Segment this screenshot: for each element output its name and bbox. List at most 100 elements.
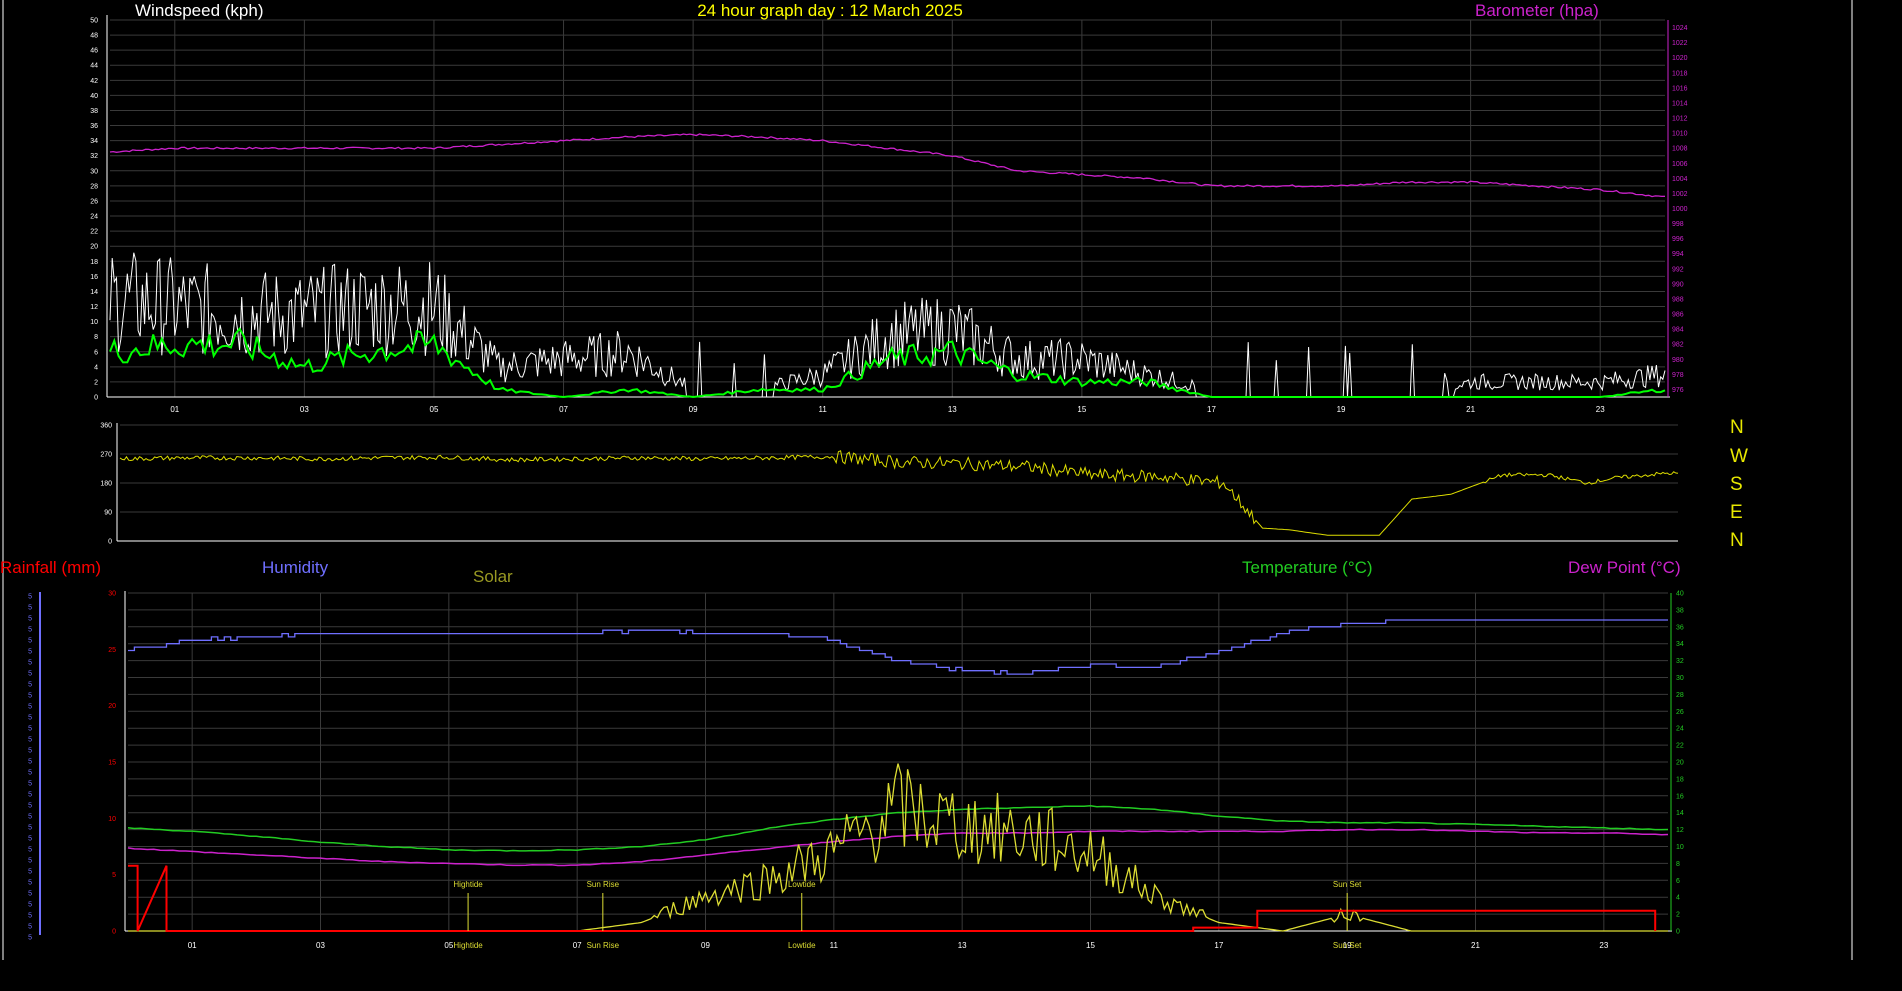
barometer-tick-label: 980 [1672, 357, 1684, 364]
hour-label: 13 [958, 941, 967, 950]
temperature-tick-label: 20 [1676, 760, 1684, 767]
wind-tick-label: 48 [90, 33, 98, 40]
direction-tick-label: 270 [100, 452, 112, 459]
humidity-tick-label: 5 [28, 638, 32, 645]
solar-title: Solar [473, 567, 513, 586]
hour-label: 03 [300, 405, 309, 414]
temperature-tick-label: 18 [1676, 776, 1684, 783]
humidity-tick-label: 5 [28, 627, 32, 634]
temperature-tick-label: 16 [1676, 793, 1684, 800]
wind-tick-label: 24 [90, 214, 98, 221]
temperature-tick-label: 12 [1676, 827, 1684, 834]
barometer-tick-label: 1024 [1672, 25, 1688, 32]
humidity-tick-label: 5 [28, 748, 32, 755]
humidity-tick-label: 5 [28, 649, 32, 656]
event-axis-label: Sun Set [1333, 941, 1362, 950]
humidity-tick-label: 5 [28, 869, 32, 876]
barometer-tick-label: 986 [1672, 312, 1684, 319]
wind-tick-label: 8 [94, 334, 98, 341]
wind-tick-label: 14 [90, 289, 98, 296]
hour-label: 01 [170, 405, 179, 414]
hour-label: 23 [1596, 405, 1605, 414]
barometer-tick-label: 1008 [1672, 146, 1688, 153]
compass-label-s: S [1730, 474, 1743, 495]
humidity-tick-label: 5 [28, 781, 32, 788]
event-axis-label: Hightide [453, 941, 483, 950]
compass-label-n-bottom: N [1730, 530, 1744, 551]
humidity-tick-label: 5 [28, 594, 32, 601]
barometer-tick-label: 1006 [1672, 161, 1688, 168]
windspeed-title: Windspeed (kph) [135, 1, 264, 20]
barometer-tick-label: 1012 [1672, 116, 1688, 123]
humidity-tick-label: 5 [28, 880, 32, 887]
barometer-tick-label: 990 [1672, 281, 1684, 288]
barometer-tick-label: 998 [1672, 221, 1684, 228]
humidity-tick-label: 5 [28, 671, 32, 678]
rainfall-series-line [128, 864, 1657, 932]
hour-label: 17 [1207, 405, 1216, 414]
barometer-tick-label: 1004 [1672, 176, 1688, 183]
humidity-tick-label: 5 [28, 770, 32, 777]
humidity-tick-label: 5 [28, 924, 32, 931]
temperature-tick-label: 6 [1676, 878, 1680, 885]
barometer-tick-label: 982 [1672, 342, 1684, 349]
average-wind-series-line [109, 327, 1666, 399]
wind-tick-label: 46 [90, 48, 98, 55]
wind-direction-series-line [119, 450, 1679, 536]
humidity-tick-label: 5 [28, 902, 32, 909]
barometer-title: Barometer (hpa) [1475, 1, 1599, 20]
wind-tick-label: 22 [90, 229, 98, 236]
hour-label: 23 [1599, 941, 1608, 950]
hour-label: 19 [1337, 405, 1346, 414]
direction-tick-label: 360 [100, 423, 112, 430]
rain-tick-label: 5 [112, 872, 116, 879]
humidity-tick-label: 5 [28, 660, 32, 667]
temperature-tick-label: 14 [1676, 810, 1684, 817]
humidity-tick-label: 5 [28, 792, 32, 799]
barometer-tick-label: 1022 [1672, 40, 1688, 47]
temperature-tick-label: 24 [1676, 726, 1684, 733]
dewpoint-series-line [127, 828, 1669, 867]
hour-label: 21 [1471, 941, 1480, 950]
humidity-tick-label: 5 [28, 693, 32, 700]
wind-tick-label: 2 [94, 379, 98, 386]
temperature-tick-label: 32 [1676, 658, 1684, 665]
dewpoint-title: Dew Point (°C) [1568, 558, 1681, 577]
temperature-title: Temperature (°C) [1242, 558, 1373, 577]
wind-tick-label: 34 [90, 138, 98, 145]
humidity-series-line [128, 619, 1668, 675]
humidity-tick-label: 5 [28, 726, 32, 733]
hour-label: 07 [573, 941, 582, 950]
hour-label: 01 [188, 941, 197, 950]
wind-tick-label: 18 [90, 259, 98, 266]
barometer-tick-label: 1020 [1672, 55, 1688, 62]
temperature-tick-label: 26 [1676, 709, 1684, 716]
rain-tick-label: 20 [108, 703, 116, 710]
rain-tick-label: 25 [108, 647, 116, 654]
hour-label: 09 [701, 941, 710, 950]
temperature-tick-label: 4 [1676, 895, 1680, 902]
barometer-series-line [109, 133, 1666, 198]
humidity-tick-label: 5 [28, 825, 32, 832]
compass-label-w: W [1730, 446, 1748, 467]
wind-tick-label: 44 [90, 63, 98, 70]
barometer-tick-label: 992 [1672, 266, 1684, 273]
humidity-tick-label: 5 [28, 935, 32, 942]
wind-tick-label: 32 [90, 153, 98, 160]
hour-label: 11 [819, 405, 828, 414]
barometer-tick-label: 994 [1672, 251, 1684, 258]
wind-tick-label: 50 [90, 18, 98, 25]
humidity-tick-label: 5 [28, 836, 32, 843]
wind-tick-label: 42 [90, 78, 98, 85]
temperature-tick-label: 28 [1676, 692, 1684, 699]
wind-tick-label: 36 [90, 123, 98, 130]
direction-tick-label: 0 [108, 539, 112, 546]
temperature-tick-label: 38 [1676, 607, 1684, 614]
hour-label: 15 [1086, 941, 1095, 950]
humidity-tick-label: 5 [28, 913, 32, 920]
barometer-tick-label: 1000 [1672, 206, 1688, 213]
wind-direction-panel: 0 90 180 270 360 [100, 423, 1679, 546]
humidity-tick-label: 5 [28, 814, 32, 821]
humidity-tick-label: 5 [28, 605, 32, 612]
humidity-tick-label: 5 [28, 847, 32, 854]
